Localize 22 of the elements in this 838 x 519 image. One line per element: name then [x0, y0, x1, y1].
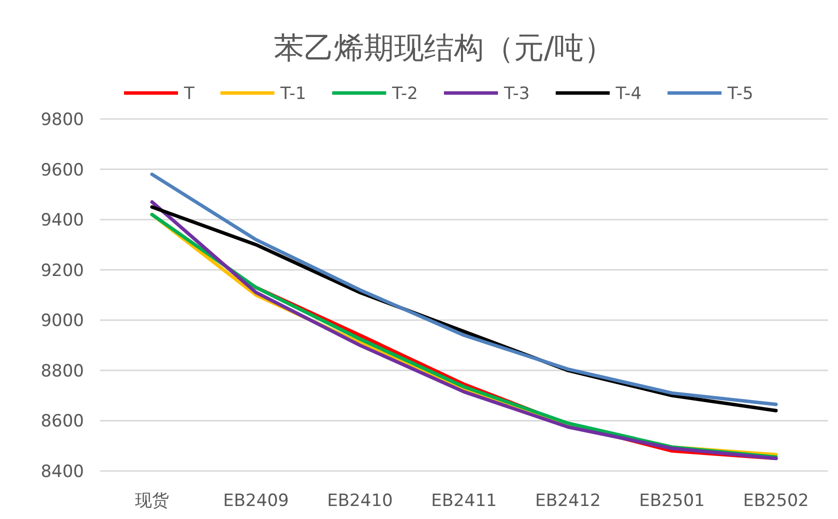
x-tick-label: EB2409 [223, 491, 289, 511]
legend-label: T-5 [726, 84, 754, 104]
legend-label: T-3 [502, 84, 530, 104]
y-tick-label: 9000 [40, 311, 84, 332]
y-tick-label: 9800 [40, 110, 84, 130]
x-tick-label: EB2502 [743, 491, 809, 511]
legend-label: T-4 [614, 84, 642, 104]
x-tick-label: EB2412 [535, 491, 601, 511]
x-tick-label: EB2501 [639, 491, 705, 511]
y-tick-label: 9400 [40, 210, 84, 231]
x-tick-label: EB2411 [431, 491, 497, 511]
y-tick-label: 8800 [40, 361, 84, 382]
x-tick-label: EB2410 [327, 491, 393, 511]
y-tick-label: 8400 [40, 462, 84, 482]
legend-label: T-1 [279, 84, 306, 104]
legend-label: T [183, 84, 195, 104]
x-tick-label: 现货 [135, 491, 169, 511]
y-tick-label: 8600 [40, 412, 84, 432]
legend-label: T-2 [391, 84, 418, 104]
y-tick-label: 9600 [40, 160, 84, 180]
chart-title: 苯乙烯期现结构（元/吨） [274, 31, 614, 66]
y-tick-label: 9200 [40, 260, 84, 281]
